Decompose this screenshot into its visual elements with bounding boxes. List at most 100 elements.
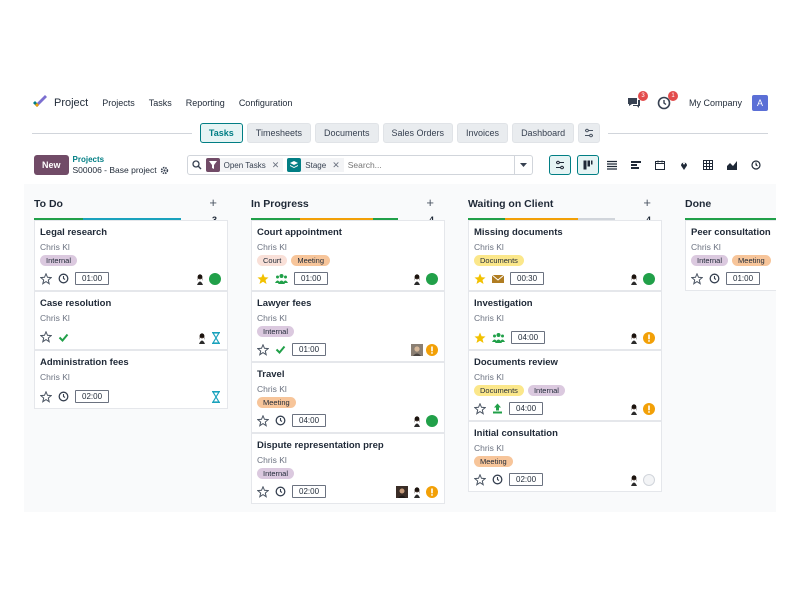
star-icon[interactable] xyxy=(691,272,703,285)
avatar xyxy=(411,273,423,285)
warning-icon[interactable] xyxy=(643,332,655,344)
avatar xyxy=(411,415,423,427)
tab-documents[interactable]: Documents xyxy=(314,123,379,143)
calendar-view-button[interactable] xyxy=(649,155,671,175)
messages-button[interactable]: 3 xyxy=(627,91,648,110)
upload-icon[interactable] xyxy=(492,403,503,414)
star-icon[interactable] xyxy=(257,343,269,356)
task-tags: Internal Meeting xyxy=(691,255,771,266)
task-card[interactable]: Dispute representation prep Chris Kl Inter… xyxy=(251,433,445,504)
star-icon[interactable] xyxy=(40,390,52,403)
star-icon[interactable] xyxy=(40,331,52,343)
task-card[interactable]: Initial consultation Chris Kl Meeting 02:00 xyxy=(468,421,662,492)
task-card[interactable]: Investigation Chris Kl 04:00 xyxy=(468,291,662,350)
tab-timesheets[interactable]: Timesheets xyxy=(246,123,311,143)
task-card[interactable]: Case resolution Chris Kl xyxy=(34,291,228,350)
new-button[interactable]: New xyxy=(34,155,69,175)
task-card[interactable]: Missing documents Chris Kl Documents 00:30 xyxy=(468,220,662,291)
star-filled-icon[interactable] xyxy=(474,332,486,344)
quick-create-icon[interactable]: + xyxy=(209,195,217,210)
nav-reporting[interactable]: Reporting xyxy=(185,98,225,108)
activity-view-button[interactable] xyxy=(745,155,767,175)
meeting-icon[interactable] xyxy=(492,332,505,343)
check-icon[interactable] xyxy=(58,332,69,343)
star-filled-icon[interactable] xyxy=(257,273,269,285)
list-view-button[interactable] xyxy=(601,155,623,175)
kanban-column: Done+ Peer consultation Chris Kl InternalMe… xyxy=(675,184,776,512)
search-input[interactable] xyxy=(347,160,510,170)
column-title[interactable]: Done xyxy=(685,198,712,210)
user-avatar[interactable]: A xyxy=(752,95,768,111)
nav-configuration[interactable]: Configuration xyxy=(238,98,293,108)
status-normal-icon[interactable] xyxy=(643,474,655,486)
remove-facet-icon[interactable]: ✕ xyxy=(271,159,280,170)
tab-tasks[interactable]: Tasks xyxy=(199,123,243,143)
allocated-time: 04:00 xyxy=(511,331,546,344)
clock-icon[interactable] xyxy=(275,486,286,497)
project-logo-icon[interactable] xyxy=(32,95,48,111)
warning-icon[interactable] xyxy=(426,344,438,356)
gear-icon[interactable] xyxy=(160,166,169,175)
task-card[interactable]: Legal research Chris Kl Internal 01:00 xyxy=(34,220,228,291)
star-filled-icon[interactable] xyxy=(474,273,486,285)
tab-settings[interactable] xyxy=(578,123,601,143)
clock-icon[interactable] xyxy=(709,273,720,284)
tab-dashboard[interactable]: Dashboard xyxy=(512,123,575,143)
remove-facet-icon[interactable]: ✕ xyxy=(332,159,340,170)
gantt-view-button[interactable] xyxy=(625,155,647,175)
warning-icon[interactable] xyxy=(643,403,655,415)
quick-create-icon[interactable]: + xyxy=(643,195,651,210)
clock-icon[interactable] xyxy=(58,391,69,402)
task-card[interactable]: Lawyer fees Chris Kl Internal 01:00 xyxy=(251,291,445,362)
meeting-icon[interactable] xyxy=(275,273,288,284)
avatar xyxy=(628,332,640,344)
warning-icon[interactable] xyxy=(426,486,438,498)
task-card[interactable]: Documents review Chris Kl Documents Interna… xyxy=(468,350,662,421)
task-card[interactable]: Peer consultation Chris Kl Internal Meeting… xyxy=(685,220,776,291)
nav-projects[interactable]: Projects xyxy=(102,98,135,108)
clock-icon[interactable] xyxy=(58,273,69,284)
kanban-view-button[interactable] xyxy=(576,155,599,175)
star-icon[interactable] xyxy=(474,402,486,415)
email-icon[interactable] xyxy=(492,274,504,284)
task-assignee-name: Chris Kl xyxy=(40,313,70,323)
nav-tasks[interactable]: Tasks xyxy=(148,98,172,108)
clock-icon[interactable] xyxy=(492,474,503,485)
star-icon[interactable] xyxy=(257,414,269,427)
check-icon[interactable] xyxy=(275,344,286,355)
company-switcher[interactable]: My Company xyxy=(688,98,742,108)
app-name[interactable]: Project xyxy=(54,97,89,109)
task-card[interactable]: Administration fees Chris Kl 02:00 xyxy=(34,350,228,409)
filters-toggle-button[interactable] xyxy=(548,155,571,175)
graph-view-button[interactable] xyxy=(721,155,743,175)
status-done-icon[interactable] xyxy=(426,273,438,285)
column-title[interactable]: Waiting on Client xyxy=(468,198,554,210)
quick-create-icon[interactable]: + xyxy=(426,195,434,210)
clock-icon[interactable] xyxy=(275,415,286,426)
star-icon[interactable] xyxy=(474,473,486,486)
tag-badge: Internal xyxy=(257,468,295,479)
tag-badge: Internal xyxy=(527,385,565,396)
search-options-toggle[interactable] xyxy=(513,155,532,175)
tab-sales-orders[interactable]: Sales Orders xyxy=(382,123,454,143)
column-title[interactable]: In Progress xyxy=(251,198,309,210)
breadcrumb-projects-link[interactable]: Projects xyxy=(72,154,105,164)
column-title[interactable]: To Do xyxy=(34,198,63,210)
tab-invoices[interactable]: Invoices xyxy=(457,123,509,143)
activities-button[interactable]: 1 xyxy=(657,91,678,110)
task-card[interactable]: Court appointment Chris Kl Court Meeting 01:… xyxy=(251,220,445,291)
star-icon[interactable] xyxy=(40,272,52,285)
kanban-column: Waiting on Client+4Missing documentsChri… xyxy=(458,184,662,512)
hourglass-icon[interactable] xyxy=(211,332,221,344)
status-done-icon[interactable] xyxy=(426,415,438,427)
pivot-view-button[interactable] xyxy=(697,155,719,175)
status-done-icon[interactable] xyxy=(643,273,655,285)
status-done-icon[interactable] xyxy=(209,273,221,285)
map-view-button[interactable] xyxy=(673,155,695,175)
star-icon[interactable] xyxy=(257,485,269,498)
hourglass-icon[interactable] xyxy=(211,391,221,403)
task-card[interactable]: Travel Chris Kl Meeting 04:00 xyxy=(251,362,445,433)
list-icon xyxy=(606,160,617,170)
